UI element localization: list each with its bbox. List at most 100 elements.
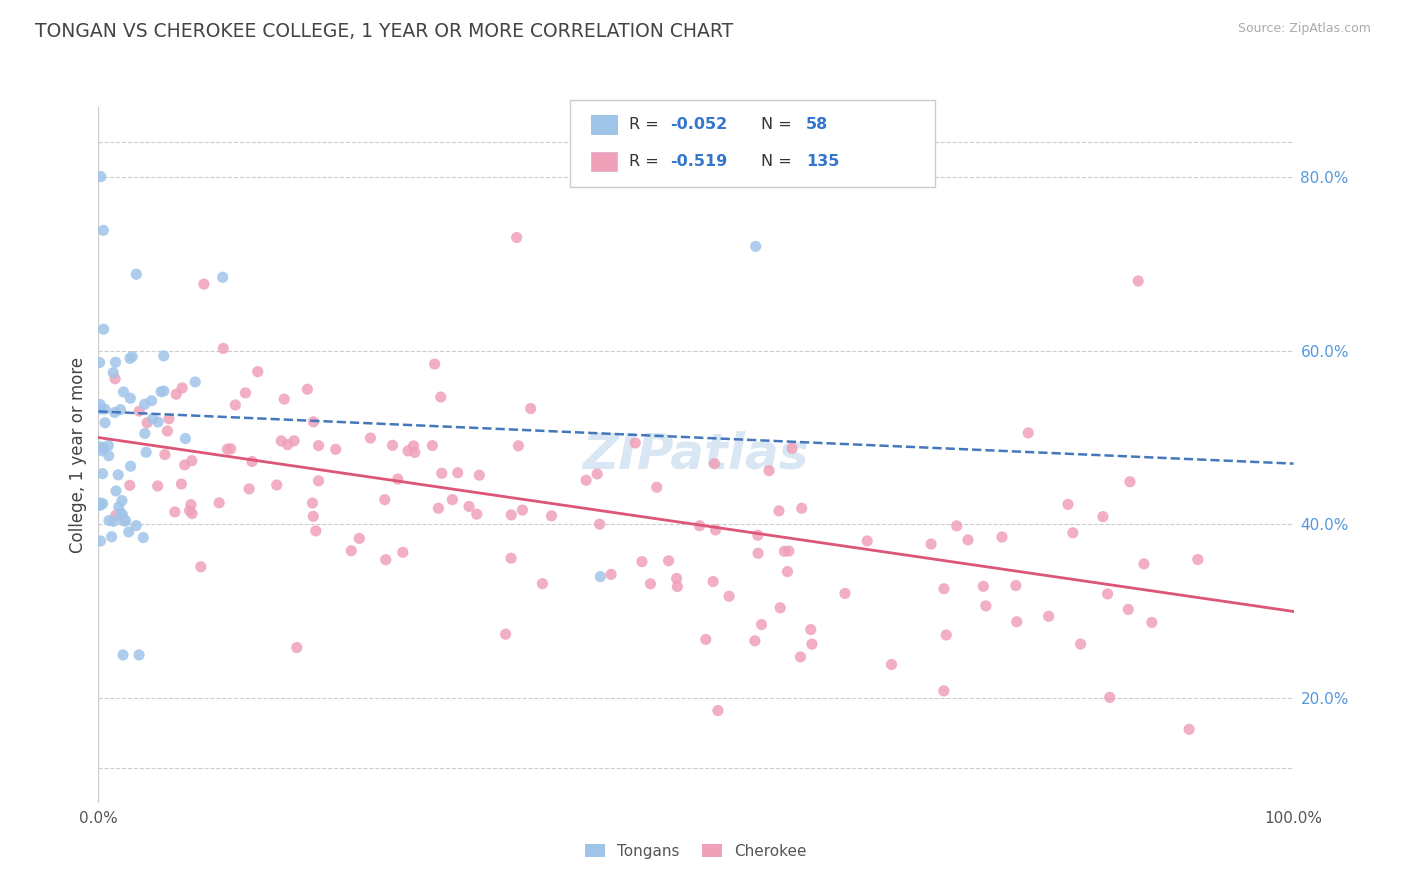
Point: [1178, 723, 1201, 737]
Point: [508, 439, 530, 453]
Point: [104, 372, 127, 386]
Point: [125, 518, 148, 533]
Point: [128, 404, 150, 418]
Point: [174, 432, 197, 446]
Point: [89, 355, 111, 369]
Point: [880, 657, 903, 672]
Point: [105, 483, 128, 498]
Point: [589, 569, 612, 583]
Point: [211, 270, 233, 285]
Point: [157, 411, 180, 425]
Point: [1097, 587, 1119, 601]
Point: [224, 398, 246, 412]
Point: [1005, 615, 1028, 629]
Point: [153, 448, 176, 462]
Point: [396, 443, 419, 458]
Point: [1128, 274, 1150, 288]
Point: [107, 500, 129, 514]
FancyBboxPatch shape: [591, 115, 617, 134]
Point: [112, 514, 135, 528]
Point: [305, 524, 328, 538]
Point: [447, 466, 470, 480]
Point: [468, 468, 491, 483]
Point: [1091, 509, 1114, 524]
Text: R =: R =: [628, 153, 664, 169]
Point: [212, 342, 235, 356]
Point: [1133, 557, 1156, 571]
Point: [1116, 602, 1139, 616]
Point: [104, 405, 127, 419]
Point: [89, 496, 111, 510]
Point: [118, 478, 141, 492]
Point: [956, 533, 979, 547]
Point: [789, 650, 811, 665]
Point: [768, 504, 790, 518]
Point: [801, 637, 824, 651]
Point: [103, 514, 125, 528]
Text: ZIPatlas: ZIPatlas: [582, 431, 810, 479]
Point: [689, 518, 711, 533]
Point: [302, 509, 325, 524]
Point: [458, 500, 481, 514]
Point: [297, 382, 319, 396]
Point: [695, 632, 717, 647]
Point: [90, 402, 112, 417]
Point: [89, 397, 111, 411]
Point: [142, 411, 165, 425]
Point: [1140, 615, 1163, 630]
Point: [270, 434, 292, 448]
Point: [110, 402, 132, 417]
Point: [465, 507, 488, 521]
Point: [134, 397, 156, 411]
Point: [512, 503, 534, 517]
Point: [240, 454, 263, 468]
Point: [89, 440, 111, 454]
Point: [125, 267, 148, 281]
Point: [91, 497, 114, 511]
Point: [100, 530, 122, 544]
Point: [506, 230, 529, 244]
Point: [104, 508, 127, 523]
Point: [747, 546, 769, 560]
Point: [120, 391, 142, 405]
Point: [920, 537, 942, 551]
Point: [631, 555, 654, 569]
Text: 58: 58: [806, 117, 828, 132]
Point: [1119, 475, 1142, 489]
Point: [156, 424, 179, 438]
Point: [135, 445, 157, 459]
Point: [285, 640, 308, 655]
Text: -0.052: -0.052: [669, 117, 727, 132]
Point: [170, 477, 193, 491]
Point: [111, 508, 134, 522]
Point: [90, 169, 112, 184]
Point: [112, 648, 135, 662]
Point: [430, 467, 453, 481]
Point: [778, 544, 800, 558]
Point: [1038, 609, 1060, 624]
Point: [600, 567, 623, 582]
Point: [402, 439, 425, 453]
Point: [640, 577, 662, 591]
Point: [359, 431, 381, 445]
Point: [277, 438, 299, 452]
Point: [153, 384, 176, 398]
Text: -0.519: -0.519: [669, 153, 727, 169]
Point: [118, 524, 141, 539]
Legend: Tongans, Cherokee: Tongans, Cherokee: [579, 838, 813, 864]
Point: [751, 617, 773, 632]
Point: [1070, 637, 1092, 651]
Point: [1057, 497, 1080, 511]
Point: [121, 350, 143, 364]
Text: Source: ZipAtlas.com: Source: ZipAtlas.com: [1237, 22, 1371, 36]
Point: [97, 449, 120, 463]
Point: [429, 390, 451, 404]
Point: [97, 438, 120, 452]
Point: [499, 551, 522, 566]
Point: [173, 458, 195, 472]
Point: [972, 579, 994, 593]
Point: [744, 633, 766, 648]
Point: [193, 277, 215, 291]
Point: [495, 627, 517, 641]
Point: [856, 533, 879, 548]
